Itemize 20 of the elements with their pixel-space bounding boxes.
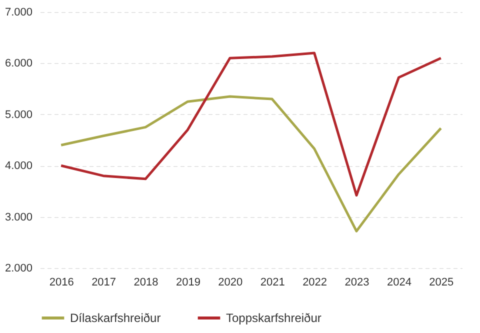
x-tick-label: 2017 (92, 276, 116, 288)
x-tick-label: 2024 (386, 276, 412, 288)
x-tick-label: 2025 (429, 276, 454, 288)
x-tick-label: 2022 (302, 276, 328, 288)
y-tick-label: 5.000 (4, 108, 32, 121)
y-tick-label: 7.000 (4, 6, 32, 18)
line-series (60, 52, 442, 197)
legend-label: Toppskarfshreiður (226, 311, 322, 325)
x-tick-label: 2016 (49, 276, 74, 288)
x-tick-label: 2023 (344, 276, 370, 288)
x-tick-label: 2020 (218, 276, 243, 288)
x-tick-label: 2021 (260, 276, 285, 288)
y-tick-label: 3.000 (4, 211, 32, 224)
y-tick-label: 4.000 (4, 160, 32, 172)
y-tick-label: 6.000 (4, 58, 32, 70)
x-tick-label: 2018 (134, 276, 158, 288)
x-tick-label: 2019 (176, 276, 200, 288)
legend-label: Dílaskarfshreiður (70, 311, 161, 325)
y-tick-label: 2.000 (4, 262, 32, 274)
line-series (60, 95, 442, 232)
